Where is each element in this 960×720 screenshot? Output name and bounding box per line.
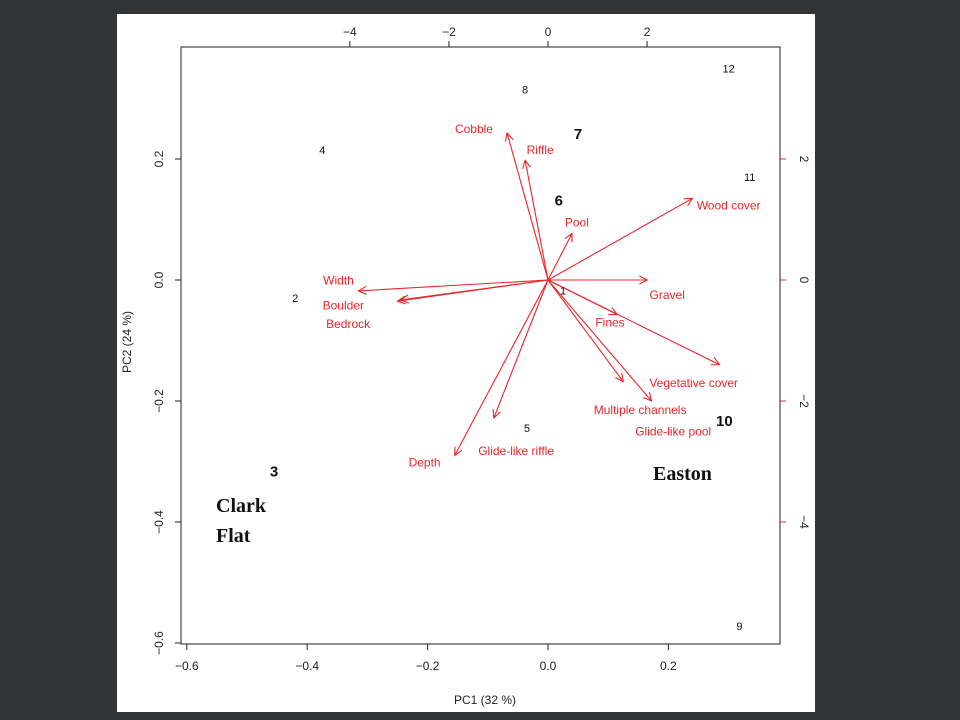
site-point-3: 3: [270, 463, 278, 480]
vector-label-multiple-channels: Multiple channels: [594, 403, 687, 417]
right-tick-label: −2: [797, 394, 811, 408]
vector-label-width: Width: [323, 274, 354, 288]
top-tick-label: −2: [442, 25, 456, 39]
vector-label-depth: Depth: [409, 456, 441, 470]
y-tick-label: 0.2: [152, 150, 166, 167]
site-point-7: 7: [574, 126, 582, 143]
vector-label-cobble: Cobble: [455, 122, 493, 136]
vector-label-riffle: Riffle: [527, 143, 554, 157]
vector-label-boulder: Boulder: [323, 298, 364, 312]
x-tick-label: −0.2: [416, 659, 440, 673]
vector-label-glide-like-pool: Glide-like pool: [635, 424, 711, 438]
x-tick-label: −0.4: [295, 659, 319, 673]
vector-riffle: [525, 160, 549, 281]
x-tick-label: 0.0: [540, 659, 557, 673]
vector-label-vegetative-cover: Vegetative cover: [649, 376, 738, 390]
vector-label-gravel: Gravel: [650, 288, 685, 302]
slide-canvas: −0.6 −0.4 −0.2 0.0 0.2 −0.6 −0.4 −0.2 0.0 0.2 −4 −2…: [117, 14, 815, 712]
right-tick-label: 0: [797, 277, 811, 284]
vectors-layer: Cobble Riffle Pool Wood cover Width Boulder Be…: [323, 122, 761, 470]
vector-label-fines: Fines: [595, 315, 624, 329]
site-point-8: 8: [522, 84, 528, 96]
right-tick-label: 2: [797, 156, 811, 163]
annotation-flat: Flat: [216, 525, 251, 547]
vector-vegetative-cover: [547, 279, 720, 365]
vector-label-pool: Pool: [565, 216, 589, 230]
vector-label-glide-like-riffle: Glide-like riffle: [478, 444, 554, 458]
axes-layer: −0.6 −0.4 −0.2 0.0 0.2 −0.6 −0.4 −0.2 0.0 0.2 −4 −2…: [152, 25, 811, 673]
vector-glide-like-riffle: [494, 279, 549, 418]
top-tick-label: 0: [545, 25, 552, 39]
right-tick-label: −4: [797, 515, 811, 529]
site-point-12: 12: [722, 63, 734, 75]
vector-cobble: [507, 133, 549, 281]
top-tick-label: 2: [644, 25, 651, 39]
y-tick-label: −0.2: [152, 389, 166, 413]
y-tick-label: 0.0: [152, 271, 166, 288]
vector-pool: [547, 233, 572, 281]
vector-label-bedrock: Bedrock: [326, 317, 371, 331]
site-point-9: 9: [736, 621, 742, 633]
vector-bedrock: [398, 279, 549, 301]
annotation-clark: Clark: [216, 495, 267, 517]
site-point-2: 2: [292, 293, 298, 305]
x-tick-label: 0.2: [660, 659, 677, 673]
top-tick-label: −4: [343, 25, 357, 39]
biplot-chart: −0.6 −0.4 −0.2 0.0 0.2 −0.6 −0.4 −0.2 0.0 0.2 −4 −2…: [120, 25, 811, 707]
site-point-10: 10: [716, 413, 733, 430]
site-point-11: 11: [744, 172, 755, 184]
vector-wood-cover: [547, 198, 692, 281]
y-tick-label: −0.6: [152, 631, 166, 655]
vector-width: [358, 279, 549, 291]
site-point-5: 5: [524, 423, 530, 435]
annotation-easton: Easton: [653, 463, 712, 485]
y-axis-label: PC2 (24 %): [120, 311, 134, 373]
site-point-4: 4: [319, 145, 325, 157]
site-point-6: 6: [555, 192, 563, 209]
vector-glide-like-pool: [547, 279, 652, 401]
y-tick-label: −0.4: [152, 510, 166, 534]
vector-depth: [455, 279, 549, 455]
vector-label-wood-cover: Wood cover: [697, 199, 761, 213]
vector-multiple-channels: [547, 279, 623, 382]
plot-frame: [180, 46, 781, 645]
x-tick-label: −0.6: [175, 659, 199, 673]
site-point-1: 1: [560, 285, 566, 297]
x-axis-label: PC1 (32 %): [454, 693, 516, 707]
